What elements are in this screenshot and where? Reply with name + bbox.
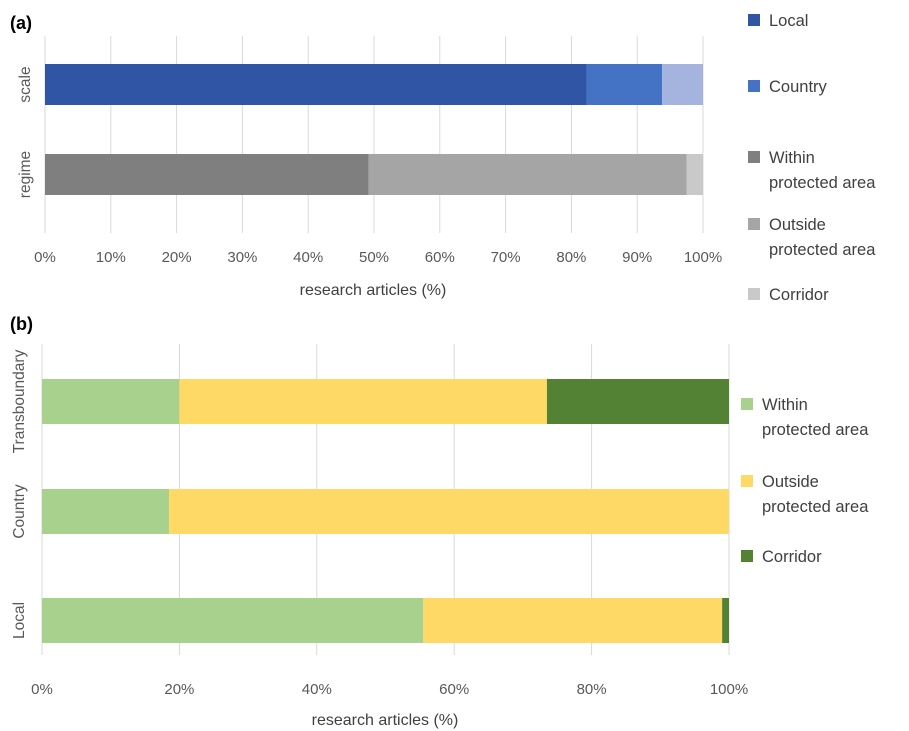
a-x-tick-label: 10% (96, 249, 126, 266)
b-bar-country-within-protected-area (42, 489, 170, 534)
a-legend-swatch-local (748, 14, 760, 26)
b-bar-local-within-protected-area (42, 598, 424, 643)
a-x-tick-label: 100% (684, 249, 722, 266)
a-bar-regime-outside-protected-area (368, 154, 687, 195)
b-category-label-local: Local (11, 602, 28, 639)
b-x-tick-label: 80% (577, 681, 607, 698)
a-category-label-scale: scale (17, 66, 34, 102)
a-legend-swatch-corridor (748, 288, 760, 300)
panel-b-x-axis-title: research articles (%) (312, 712, 459, 729)
a-bar-scale-country (586, 64, 663, 105)
a-x-tick-label: 30% (227, 249, 257, 266)
a-x-tick-label: 70% (491, 249, 521, 266)
b-category-label-transboundary: Transboundary (11, 349, 28, 453)
b-x-tick-label: 100% (710, 681, 748, 698)
b-x-tick-label: 60% (439, 681, 469, 698)
panel-a-bars (45, 64, 703, 195)
panel-b-y-category-labels: Transboundary Country Local (11, 349, 28, 639)
panel-a-legend: Local Country Within protected area Outside p… (748, 12, 876, 304)
a-legend-label-within-protected-area: protected area (769, 174, 876, 192)
a-x-tick-label: 0% (34, 249, 56, 266)
b-legend-swatch-within-protected-area (741, 398, 753, 410)
b-legend-label-within-protected-area: protected area (762, 421, 869, 439)
a-legend-label-local: Local (769, 12, 808, 30)
b-legend-label-within-protected-area: Within (762, 396, 808, 414)
a-legend-label-within-protected-area: Within (769, 149, 815, 167)
a-x-tick-label: 50% (359, 249, 389, 266)
panel-a-y-category-labels: scale regime (17, 66, 34, 198)
panel-a-x-tick-labels: 0% 10% 20% 30% 40% 50% 60% 70% 80% 90% 100% (34, 249, 722, 266)
panel-b-bars (42, 379, 730, 643)
panel-b: (b) 0% 20% 40% 60% 80% 100% Transboundary Coun… (10, 314, 869, 729)
b-legend-label-outside-protected-area: Outside (762, 473, 819, 491)
panel-b-label: (b) (10, 314, 33, 334)
b-category-label-country: Country (11, 484, 28, 539)
b-x-tick-label: 40% (302, 681, 332, 698)
a-x-tick-label: 40% (293, 249, 323, 266)
panel-a-x-axis-title: research articles (%) (300, 282, 447, 299)
panel-a: (a) 0% 10% 20% 30% 40% 50% 60% 70% 80% 90% 100% sc… (10, 12, 876, 304)
panel-b-x-tick-labels: 0% 20% 40% 60% 80% 100% (31, 681, 748, 698)
b-legend-label-outside-protected-area: protected area (762, 498, 869, 516)
a-x-tick-label: 80% (556, 249, 586, 266)
a-x-tick-label: 60% (425, 249, 455, 266)
b-x-tick-label: 0% (31, 681, 53, 698)
b-x-tick-label: 20% (164, 681, 194, 698)
a-legend-label-outside-protected-area: Outside (769, 216, 826, 234)
a-legend-label-corridor: Corridor (769, 286, 829, 304)
panel-b-legend: Within protected area Outside protected are… (741, 396, 869, 566)
a-bar-scale-segment (662, 64, 703, 105)
b-legend-swatch-corridor (741, 550, 753, 562)
a-x-tick-label: 20% (162, 249, 192, 266)
b-bar-country-outside-protected-area (169, 489, 730, 534)
a-legend-label-outside-protected-area: protected area (769, 241, 876, 259)
b-bar-local-outside-protected-area (423, 598, 723, 643)
a-legend-label-country: Country (769, 78, 828, 96)
panel-a-label: (a) (10, 13, 32, 33)
a-legend-swatch-outside-protected-area (748, 218, 760, 230)
a-bar-regime-corridor (686, 154, 703, 195)
a-legend-swatch-country (748, 80, 760, 92)
a-bar-scale-local (45, 64, 587, 105)
a-x-tick-label: 90% (622, 249, 652, 266)
b-bar-local-corridor (722, 598, 729, 643)
a-legend-swatch-within-protected-area (748, 151, 760, 163)
b-bar-transboundary-corridor (546, 379, 729, 424)
b-bar-transboundary-within-protected-area (42, 379, 180, 424)
a-category-label-regime: regime (17, 151, 34, 198)
b-legend-label-corridor: Corridor (762, 548, 822, 566)
b-bar-transboundary-outside-protected-area (179, 379, 547, 424)
b-legend-swatch-outside-protected-area (741, 475, 753, 487)
a-bar-regime-within-protected-area (45, 154, 369, 195)
